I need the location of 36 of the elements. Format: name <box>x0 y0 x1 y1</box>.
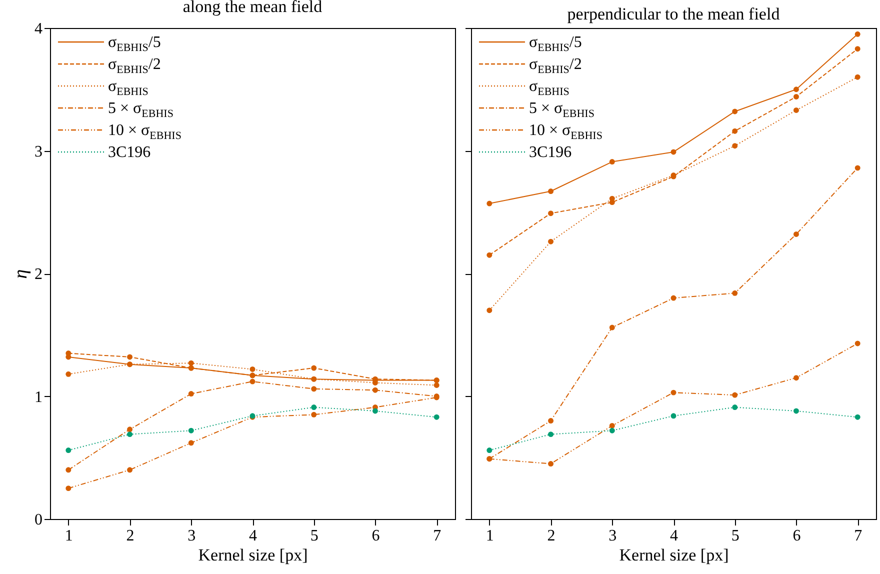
y-tick-label: 1 <box>34 388 42 406</box>
x-tick-label: 4 <box>249 528 257 544</box>
x-tick-label: 2 <box>126 528 134 544</box>
x-tick-label: 1 <box>486 528 494 544</box>
legend-label: σ$_{EBHIS}$ <box>108 76 148 98</box>
legend-label: σ$_{EBHIS}$/2 <box>108 54 161 76</box>
x-tick-label: 6 <box>792 528 801 544</box>
y-tick-label: 0 <box>34 512 42 528</box>
x-axis-title: Kernel size [px] <box>198 546 308 564</box>
chart-title: along the mean field <box>182 0 323 16</box>
y-tick-label: 2 <box>34 266 42 283</box>
legend-label: σ$_{EBHIS}$/5 <box>108 32 161 54</box>
legend-label: 3C196 <box>108 142 151 162</box>
y-tick-label: 4 <box>34 20 42 38</box>
x-tick-label: 4 <box>670 528 678 544</box>
x-tick-label: 3 <box>608 528 617 544</box>
legend-label: 10 × σ$_{EBHIS}$ <box>529 120 602 142</box>
chart-title: perpendicular to the mean field <box>567 4 780 24</box>
x-axis-title: Kernel size [px] <box>619 546 729 564</box>
x-tick-label: 7 <box>433 528 442 544</box>
x-tick-label: 1 <box>64 528 73 544</box>
x-tick-label: 5 <box>310 528 318 544</box>
legend-label: σ$_{EBHIS}$/5 <box>529 32 582 54</box>
legend-label: 3C196 <box>529 142 572 162</box>
legend-label: 10 × σ$_{EBHIS}$ <box>108 120 182 142</box>
y-axis-title: η <box>10 269 32 279</box>
y-tick-label: 3 <box>34 143 42 160</box>
x-tick-label: 6 <box>372 528 380 544</box>
legend-label: 5 × σ$_{EBHIS}$ <box>529 98 594 120</box>
legend-label: σ$_{EBHIS}$/2 <box>529 54 582 76</box>
legend-label: σ$_{EBHIS}$ <box>529 76 570 98</box>
x-tick-label: 7 <box>854 528 862 544</box>
legend-label: 5 × σ$_{EBHIS}$ <box>108 98 174 120</box>
x-tick-label: 3 <box>188 528 196 544</box>
x-tick-label: 5 <box>731 528 740 544</box>
x-tick-label: 2 <box>547 528 556 544</box>
